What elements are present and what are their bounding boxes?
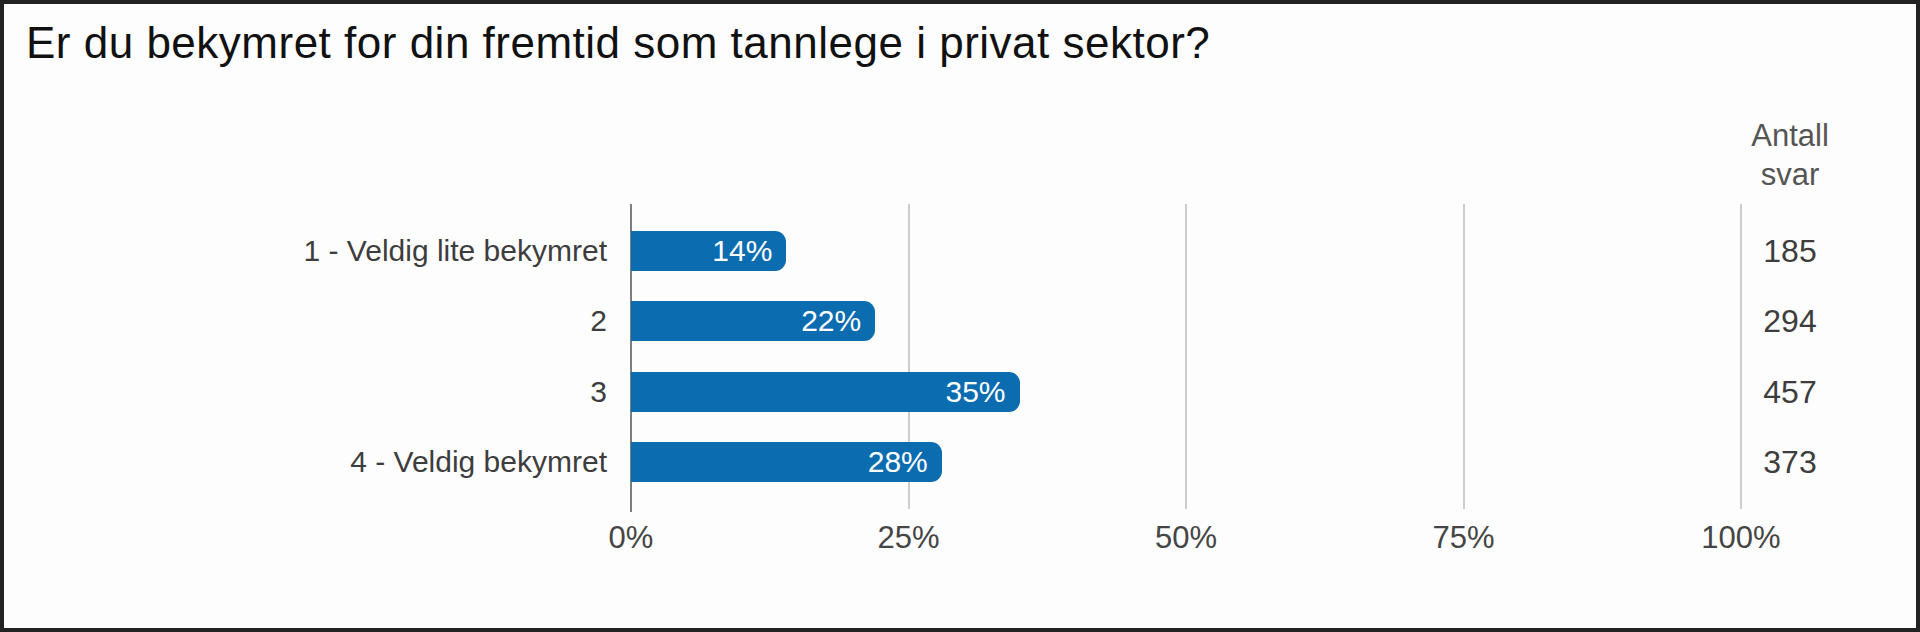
x-tick-label: 100% — [1671, 520, 1811, 556]
bar-value-label: 22% — [801, 304, 875, 338]
bar: 22% — [631, 301, 875, 341]
x-tick-label: 75% — [1394, 520, 1534, 556]
category-label: 3 — [4, 372, 607, 412]
x-tick-label: 25% — [839, 520, 979, 556]
gridline-75 — [1463, 204, 1465, 509]
gridline-50 — [1185, 204, 1187, 509]
bar-value-label: 35% — [945, 375, 1019, 409]
category-label: 2 — [4, 301, 607, 341]
answer-count: 373 — [1710, 442, 1870, 482]
x-tick-label: 50% — [1116, 520, 1256, 556]
bar: 28% — [631, 442, 942, 482]
survey-chart-card: Er du bekymret for din fremtid som tannl… — [0, 0, 1920, 632]
bar-value-label: 28% — [868, 445, 942, 479]
answer-count: 457 — [1710, 372, 1870, 412]
x-tick-label: 0% — [561, 520, 701, 556]
bar-value-label: 14% — [712, 234, 786, 268]
category-label: 4 - Veldig bekymret — [4, 442, 607, 482]
answer-count: 294 — [1710, 301, 1870, 341]
category-label: 1 - Veldig lite bekymret — [4, 231, 607, 271]
counts-column-header: Antall svar — [1727, 116, 1853, 194]
bar: 14% — [631, 231, 786, 271]
bar-chart-plot: Antall svar 0% 25% 50% 75% 100% 1 - Veldig li… — [4, 4, 1916, 628]
answer-count: 185 — [1710, 231, 1870, 271]
bar: 35% — [631, 372, 1020, 412]
